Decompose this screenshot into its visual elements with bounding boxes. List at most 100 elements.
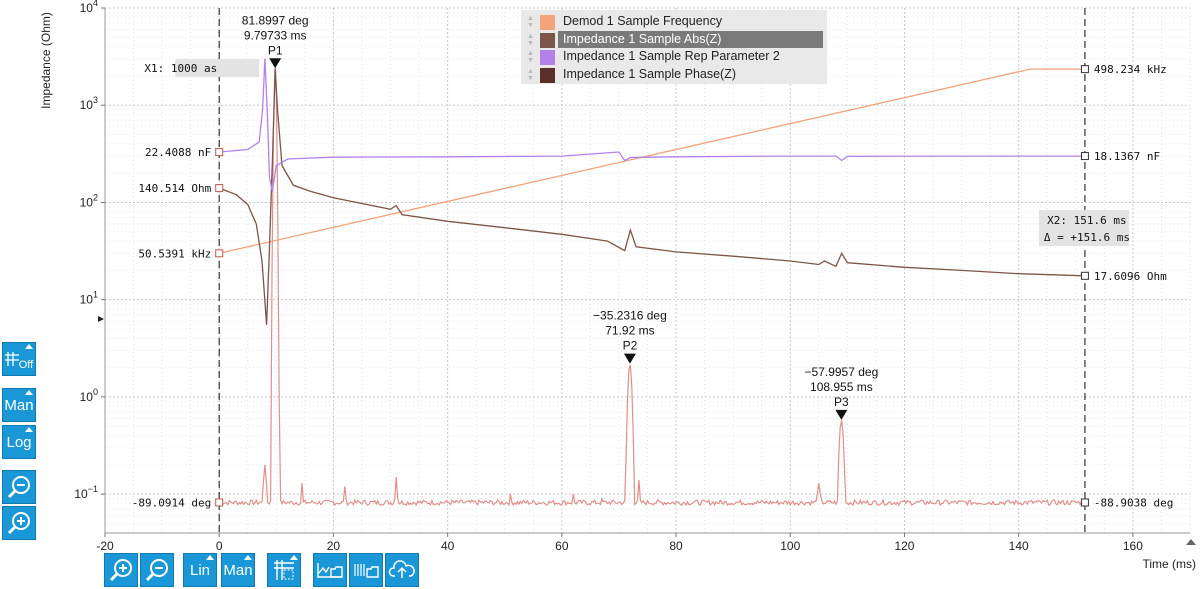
cursor-x2-marker [1080,271,1089,280]
dropdown-indicator-icon [206,555,214,560]
cursor-x2-marker [1080,65,1089,74]
x-scale-man-button[interactable]: Man [221,553,255,587]
peak-name: P2 [623,339,638,353]
x-tick-label: 160 [1123,539,1143,553]
x-scale-man-button-label: Man [223,561,253,579]
cursor-x1-box [175,59,260,77]
zoom-out-icon [144,557,170,583]
x-scale-lin-button-label: Lin [189,561,211,579]
save-data-button[interactable] [349,553,383,587]
zoom-out-icon [6,474,32,500]
cursor-x1-marker [215,249,224,258]
peak-marker-icon [623,353,636,364]
cursor-x1-value: 50.5391 kHz [138,247,211,260]
zoom-in-icon [108,557,134,583]
grid-toggle-button-label: Off [18,359,34,371]
grid-icon [4,352,19,366]
peak-name: P3 [834,395,849,409]
y-zoom-in-button[interactable] [2,506,36,540]
peak-time: 108.955 ms [810,380,873,394]
x-tick-label: 80 [669,539,683,553]
legend-item[interactable]: ▲ ▼ Impedance 1 Sample Abs(Z) [521,30,827,49]
legend-label: Demod 1 Sample Frequency [563,14,723,28]
plot-grid [104,7,1191,534]
legend-swatch [540,67,555,83]
drag-handle-icon[interactable]: ▲ ▼ [527,50,534,64]
peak-marker-icon [269,58,282,69]
dropdown-indicator-icon [290,555,298,560]
peak-phase: −57.9957 deg [805,365,879,379]
cursor-x2-value: 17.6096 Ohm [1094,270,1167,283]
y-scale-log-button-label: Log [6,433,32,451]
peak-phase: 81.8997 deg [242,13,309,27]
peak-time: 71.92 ms [605,324,654,338]
y-scale-log-button[interactable]: Log [2,425,36,459]
cursor-x2-marker [1080,498,1089,507]
dropdown-indicator-icon [25,427,33,432]
legend-item[interactable]: ▲ ▼ Impedance 1 Sample Phase(Z) [521,66,827,84]
x-zoom-out-button[interactable] [140,553,174,587]
cloud-upload-icon [388,559,416,581]
y-zoom-out-button[interactable] [2,470,36,504]
series-rep-line [219,58,1085,192]
cursor-x1-marker [215,498,224,507]
legend[interactable]: ▲ ▼ Demod 1 Sample Frequency ▲ ▼ Impedance 1 … [521,10,827,84]
series-abs-line [218,68,1085,325]
legend-selection [558,30,823,48]
x-tick-label: 120 [894,539,914,553]
series-phase-line [219,69,1085,507]
y-axis-title: Impedance (Ohm) [39,12,53,109]
zoom-in-icon [6,510,32,536]
x-tick-label: 40 [441,539,455,553]
x-tick-label: 60 [555,539,569,553]
x-tick-label: 20 [327,539,341,553]
legend-swatch [540,50,555,65]
save-plot-button[interactable] [313,553,347,587]
cursor-x1-value: -89.0914 deg [132,496,211,509]
x-tick-label: 0 [216,539,223,553]
y-scale-man-button-label: Man [4,396,34,414]
x-tick-label: 140 [1009,539,1029,553]
cursor-x2-value: 18.1367 nF [1094,150,1160,163]
series-group [218,58,1085,507]
cursor-x2-value: 498.234 kHz [1094,63,1167,76]
series-freq-line [219,68,1085,254]
cloud-upload-button[interactable] [385,553,419,587]
x-scale-lin-button[interactable]: Lin [183,553,217,587]
peak-phase: −35.2316 deg [593,309,667,323]
cursor-x1-marker [215,184,224,193]
legend-label: Impedance 1 Sample Phase(Z) [563,66,737,81]
cursor-x2-marker [1080,152,1089,161]
cursor-x1-value: 22.4088 nF [145,146,211,159]
cursor-group[interactable]: X1: 1000 as X2: 151.6 ms Δ = +151.6 ms 22.4… [132,8,1174,533]
y-scale-man-button[interactable]: Man [2,388,36,422]
x-axis-title: Time (ms) [1142,557,1196,571]
cursor-x2-label: X2: 151.6 ms [1047,214,1126,227]
legend-label: Impedance 1 Sample Abs(Z) [563,31,722,46]
drag-handle-icon[interactable]: ▲ ▼ [527,32,534,47]
cursor-math-button[interactable] [267,553,301,587]
peak-time: 9.79733 ms [244,28,307,42]
cursor-x1-label: X1: 1000 as [144,62,217,75]
legend-item[interactable]: ▲ ▼ Demod 1 Sample Frequency [521,13,827,31]
legend-swatch [540,15,555,30]
drag-handle-icon[interactable]: ▲ ▼ [527,67,534,82]
plot-axes [98,7,1196,545]
save-plot-icon [316,559,344,581]
cursor-x1-marker [215,148,224,157]
grid-toggle-button[interactable]: Off [2,342,36,376]
cursor-x2-value: -88.9038 deg [1094,496,1173,509]
legend-item[interactable]: ▲ ▼ Impedance 1 Sample Rep Parameter 2 [521,48,827,66]
x-zoom-in-button[interactable] [104,553,138,587]
drag-handle-icon[interactable]: ▲ ▼ [527,15,534,29]
cursor-x2-box [1038,210,1129,246]
dropdown-indicator-icon [25,344,33,349]
save-data-icon [352,559,380,581]
y-axis-arrow-icon [98,316,104,322]
cursor-delta-label: Δ = +151.6 ms [1044,231,1130,244]
dropdown-indicator-icon [244,555,252,560]
peak-marker-icon [835,409,848,420]
